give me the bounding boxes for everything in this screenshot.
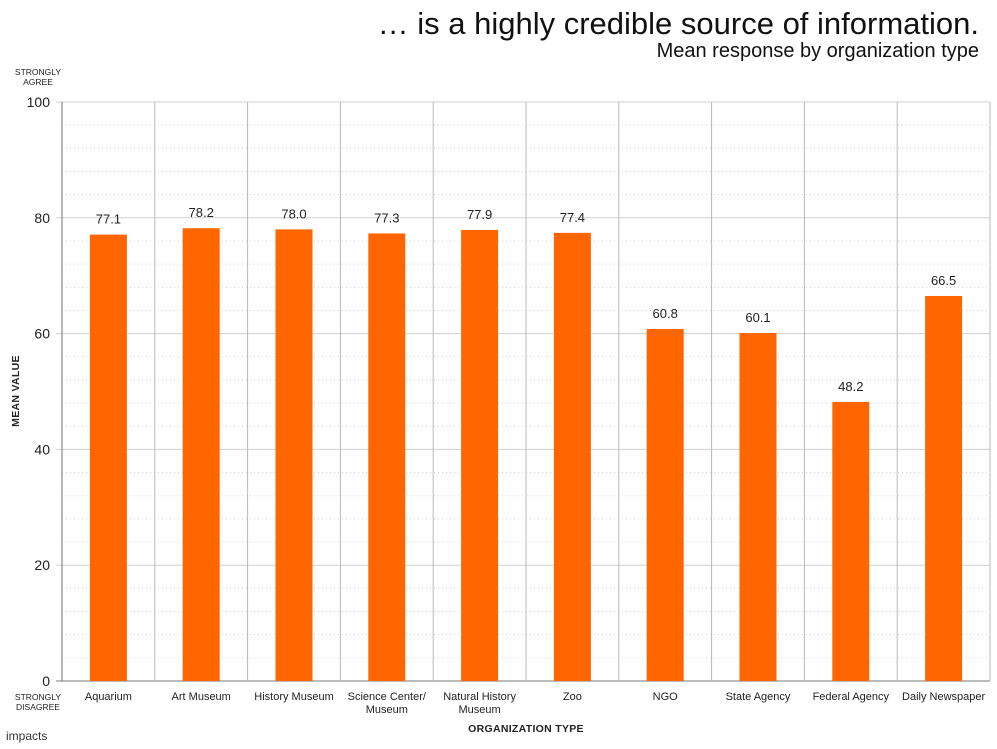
x-tick-label: NGO bbox=[653, 691, 679, 703]
strongly-disagree-label: STRONGLY DISAGREE bbox=[6, 692, 70, 712]
x-tick-label: History Museum bbox=[254, 691, 333, 703]
strongly-agree-line-1: STRONGLY bbox=[14, 67, 62, 77]
data-label: 60.1 bbox=[745, 310, 770, 325]
strongly-agree-line-2: AGREE bbox=[23, 77, 53, 87]
bar bbox=[89, 234, 127, 681]
strongly-agree-label: STRONGLY AGREE bbox=[8, 67, 68, 87]
data-label: 60.8 bbox=[653, 306, 678, 321]
bar bbox=[461, 229, 499, 682]
y-tick-label: 80 bbox=[34, 210, 50, 226]
x-tick-label: Science Center/ bbox=[348, 691, 427, 703]
strongly-disagree-line-2: DISAGREE bbox=[16, 702, 60, 712]
data-label: 78.2 bbox=[189, 205, 214, 220]
chart-subtitle: Mean response by organization type bbox=[656, 40, 979, 62]
strongly-disagree-line-1: STRONGLY bbox=[14, 692, 62, 702]
y-tick-label: 100 bbox=[27, 94, 51, 110]
x-tick-label: Museum bbox=[366, 704, 408, 716]
y-tick-label: 0 bbox=[42, 673, 50, 689]
y-tick-label: 20 bbox=[34, 557, 50, 573]
x-tick-label: Natural History bbox=[443, 691, 516, 703]
data-label: 77.3 bbox=[374, 210, 399, 225]
x-tick-label: Federal Agency bbox=[813, 691, 890, 703]
x-axis-label: ORGANIZATION TYPE bbox=[468, 723, 584, 735]
bar bbox=[275, 229, 313, 681]
data-label: 78.0 bbox=[281, 206, 306, 221]
x-tick-label: State Agency bbox=[726, 691, 791, 703]
y-tick-label: 60 bbox=[34, 326, 50, 342]
bar bbox=[739, 333, 777, 681]
bar bbox=[182, 228, 220, 682]
x-tick-label: Aquarium bbox=[85, 691, 132, 703]
data-label: 66.5 bbox=[931, 273, 956, 288]
x-tick-label: Museum bbox=[459, 704, 501, 716]
data-label: 77.1 bbox=[96, 212, 121, 227]
y-tick-label: 40 bbox=[34, 441, 50, 457]
data-label: 48.2 bbox=[838, 379, 863, 394]
bar bbox=[553, 232, 591, 681]
x-tick-label: Art Museum bbox=[172, 691, 231, 703]
impacts-logo: impacts bbox=[6, 729, 48, 743]
chart-title: … is a highly credible source of informa… bbox=[377, 6, 979, 41]
bar bbox=[368, 233, 406, 682]
data-label: 77.9 bbox=[467, 207, 492, 222]
bar bbox=[832, 401, 870, 681]
bar bbox=[646, 328, 684, 681]
data-label: 77.4 bbox=[560, 210, 585, 225]
x-tick-label: Zoo bbox=[563, 691, 582, 703]
bar bbox=[925, 295, 963, 681]
x-tick-label: Daily Newspaper bbox=[902, 691, 985, 703]
